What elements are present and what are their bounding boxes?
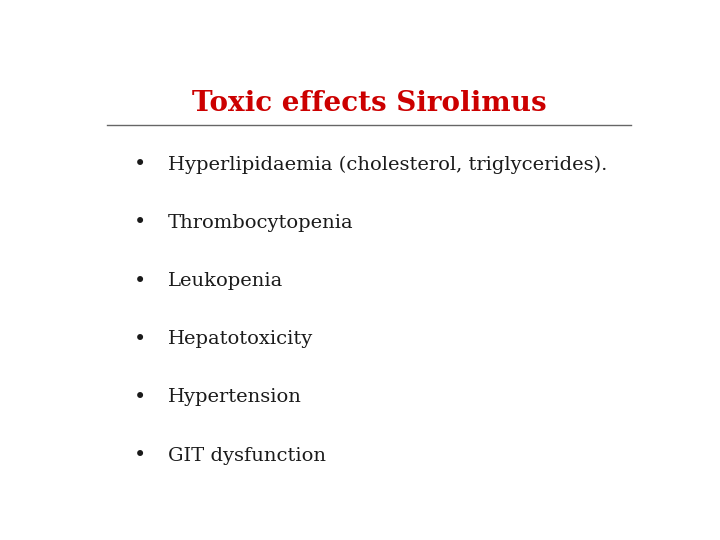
Text: •: • [134, 330, 146, 349]
Text: GIT dysfunction: GIT dysfunction [168, 447, 326, 464]
Text: •: • [134, 446, 146, 465]
Text: •: • [134, 388, 146, 407]
Text: Hepatotoxicity: Hepatotoxicity [168, 330, 313, 348]
Text: Thrombocytopenia: Thrombocytopenia [168, 214, 354, 232]
Text: •: • [134, 155, 146, 174]
Text: Hyperlipidaemia (cholesterol, triglycerides).: Hyperlipidaemia (cholesterol, triglyceri… [168, 156, 608, 174]
Text: Leukopenia: Leukopenia [168, 272, 284, 290]
Text: •: • [134, 213, 146, 232]
Text: Hypertension: Hypertension [168, 388, 302, 407]
Text: •: • [134, 272, 146, 291]
Text: Toxic effects Sirolimus: Toxic effects Sirolimus [192, 90, 546, 117]
